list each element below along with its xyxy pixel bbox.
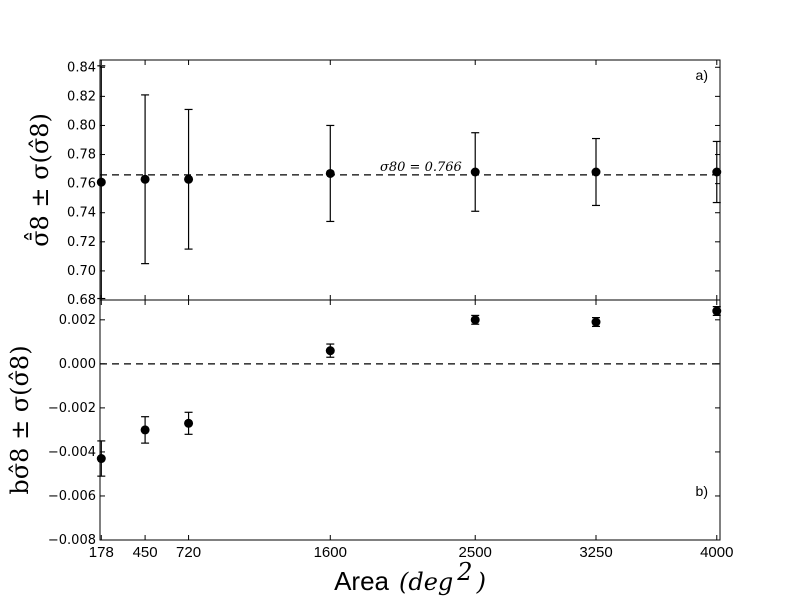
data-point	[470, 167, 480, 177]
data-point	[96, 177, 106, 187]
data-point	[712, 167, 722, 177]
data-point	[96, 454, 106, 464]
y-tick-label: 0.84	[67, 60, 96, 75]
x-tick-label: 3250	[579, 544, 612, 561]
svg-text:Area (deg 2: Area (deg 2 )	[334, 558, 486, 596]
y-tick-label: 0.80	[67, 118, 96, 133]
y-tick-label: 0.000	[59, 357, 96, 372]
xlabel-unit: (deg	[399, 568, 453, 596]
data-point	[140, 425, 150, 435]
x-tick-label: 1600	[314, 544, 347, 561]
y-tick-label: 0.76	[67, 177, 96, 192]
y-tick-label: 0.78	[67, 148, 96, 163]
xlabel-text: Area	[334, 566, 389, 596]
y-tick-label: 0.74	[67, 206, 96, 221]
panel-tag: a)	[696, 67, 708, 83]
reference-line-label: σ80 = 0.766	[380, 160, 462, 175]
data-point	[184, 174, 194, 184]
data-point	[470, 315, 480, 325]
xlabel: Area (deg 2 )	[334, 558, 486, 596]
y-tick-label: 0.72	[67, 235, 96, 250]
panel-tag: b)	[696, 483, 708, 499]
panel-b: −0.008 −0.006 −0.004 −0.002 0.000 0.002 b)	[48, 299, 722, 548]
ylabel-b: bσ̂8 ± σ(σ̂8)	[6, 345, 34, 494]
x-tick-label: 2500	[459, 544, 492, 561]
x-tick-label: 4000	[700, 544, 733, 561]
y-tick-label: −0.008	[48, 533, 96, 548]
xlabel-close: )	[476, 568, 486, 596]
data-point	[325, 168, 335, 178]
data-point	[325, 346, 335, 356]
data-point	[140, 174, 150, 184]
data-point	[184, 418, 194, 428]
data-point	[591, 167, 601, 177]
y-tick-label: −0.002	[48, 401, 96, 416]
data-point	[712, 306, 722, 316]
x-tick-label: 720	[176, 544, 201, 561]
ylabel-a: σ̄̂8 ± σ(σ̂8)	[24, 113, 54, 247]
x-tick-label: 450	[133, 544, 158, 561]
y-tick-label: 0.68	[67, 293, 96, 308]
y-tick-label: 0.70	[67, 264, 96, 279]
ylabel-b-text: bσ̂8 ± σ(σ̂8)	[6, 345, 34, 494]
y-tick-label: −0.006	[48, 489, 96, 504]
panel-a: 0.68 0.70 0.72 0.74 0.76 0.78 0.80 0.82 0.84 σ80 …	[67, 59, 722, 308]
data-point	[591, 317, 601, 327]
y-tick-label: 0.82	[67, 89, 96, 104]
ylabel-a-text: σ̄̂8 ± σ(σ̂8)	[24, 113, 54, 247]
y-tick-label: 0.002	[59, 313, 96, 328]
xlabel-power: 2	[456, 558, 472, 586]
x-tick-label: 178	[89, 544, 114, 561]
plot-frame	[99, 299, 721, 541]
x-axis: 178 450 720 1600 2500 3250 4000	[89, 544, 734, 561]
y-tick-label: −0.004	[48, 445, 96, 460]
